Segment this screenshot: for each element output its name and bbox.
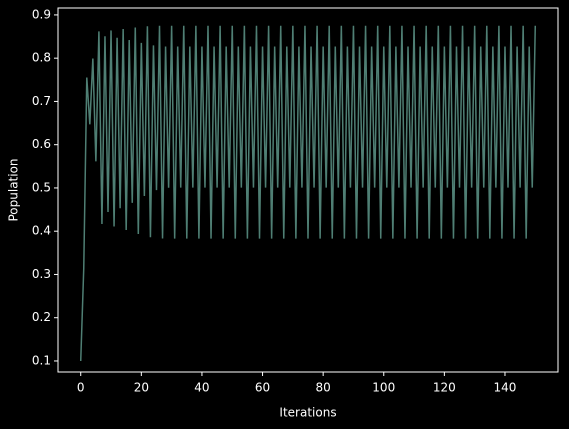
x-tick-label: 120 xyxy=(433,381,456,395)
x-tick-label: 140 xyxy=(494,381,517,395)
y-tick-label: 0.5 xyxy=(32,180,51,194)
x-tick-label: 80 xyxy=(316,381,331,395)
x-axis-label: Iterations xyxy=(279,406,336,420)
y-tick-label: 0.4 xyxy=(32,224,51,238)
x-tick-label: 100 xyxy=(372,381,395,395)
y-tick-label: 0.1 xyxy=(32,353,51,367)
plot-frame xyxy=(57,7,559,373)
x-tick-label: 20 xyxy=(134,381,149,395)
y-tick-label: 0.3 xyxy=(32,267,51,281)
x-tick-label: 40 xyxy=(194,381,209,395)
y-tick-label: 0.2 xyxy=(32,310,51,324)
y-axis-label: Population xyxy=(7,158,21,221)
y-tick-label: 0.7 xyxy=(32,94,51,108)
data-line xyxy=(79,25,537,361)
y-tick-label: 0.8 xyxy=(32,51,51,65)
x-tick-label: 0 xyxy=(77,381,85,395)
y-tick-label: 0.6 xyxy=(32,137,51,151)
y-tick-label: 0.9 xyxy=(32,7,51,21)
x-tick-label: 60 xyxy=(255,381,270,395)
